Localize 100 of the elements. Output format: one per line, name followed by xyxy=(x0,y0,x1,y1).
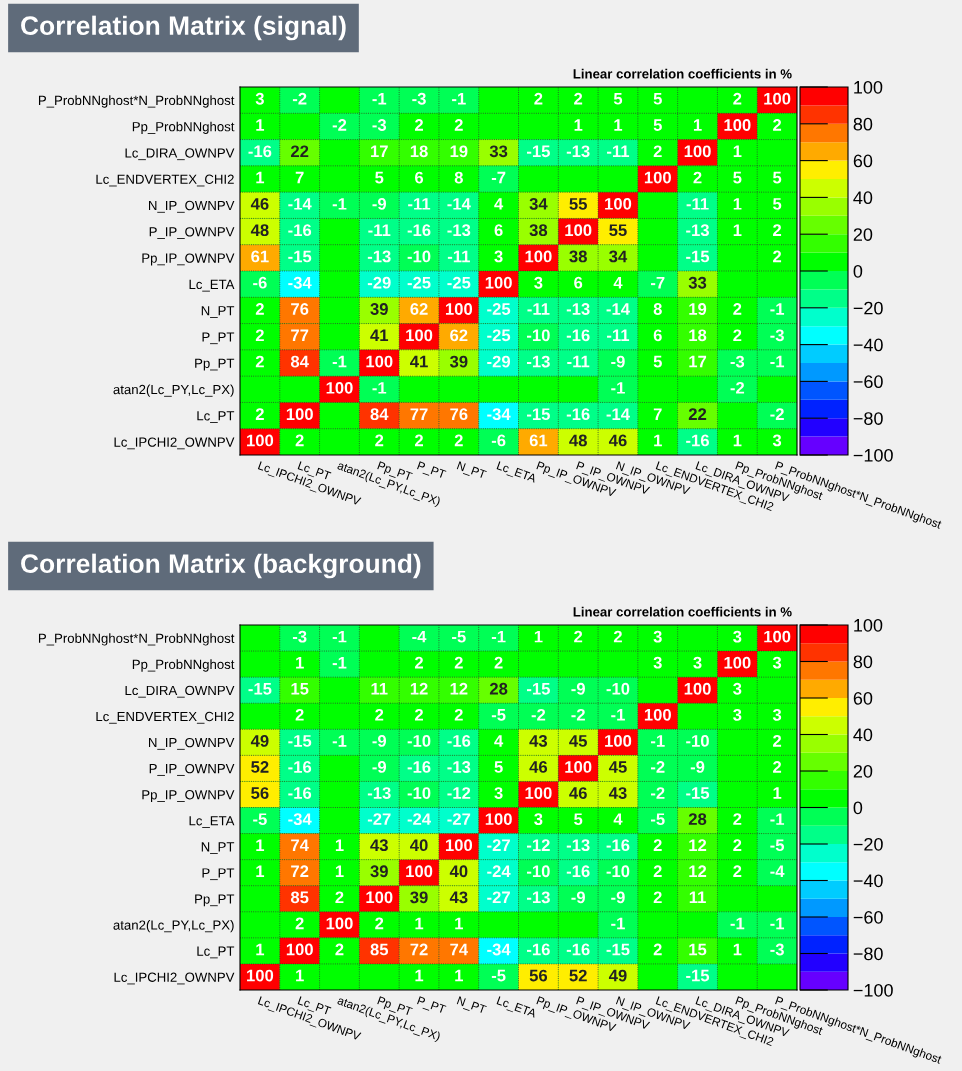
data-label: 5 xyxy=(653,119,662,131)
data-label: 61 xyxy=(251,250,269,263)
data-label: -9 xyxy=(571,891,585,904)
data-label: 62 xyxy=(450,329,468,342)
data-label: 38 xyxy=(529,224,548,237)
data-label: -5 xyxy=(491,709,506,721)
data-label: -10 xyxy=(407,787,431,799)
data-label: 100 xyxy=(724,656,751,669)
data-label: 5 xyxy=(653,92,662,105)
data-label: -9 xyxy=(611,891,625,904)
data-label: -13 xyxy=(686,224,709,237)
data-label: 2 xyxy=(255,303,264,315)
data-label: 2 xyxy=(773,734,782,747)
data-label: 43 xyxy=(529,734,548,747)
data-label: 48 xyxy=(569,434,587,447)
data-label: 7 xyxy=(653,408,662,420)
y-tick-label: N_IP_OWNPV xyxy=(149,737,235,750)
data-label: -34 xyxy=(288,813,312,826)
data-label: 2 xyxy=(414,434,423,447)
data-label: 100 xyxy=(445,303,473,315)
data-label: -1 xyxy=(452,92,466,105)
data-label: -14 xyxy=(447,198,471,210)
data-label: -25 xyxy=(487,329,511,342)
data-label: -29 xyxy=(367,276,391,289)
data-label: -16 xyxy=(288,787,312,799)
data-label: 1 xyxy=(614,119,623,131)
data-label: 2 xyxy=(733,329,742,342)
data-label: 43 xyxy=(449,891,468,904)
data-label: 3 xyxy=(534,276,543,289)
data-label: 2 xyxy=(653,865,662,877)
color-bar-label: 100 xyxy=(854,618,883,632)
data-label: -15 xyxy=(288,735,312,747)
x-tick-label: N_PT xyxy=(456,996,487,1017)
color-bar-label: −40 xyxy=(853,874,883,888)
data-label: 1 xyxy=(733,224,742,236)
data-label: 28 xyxy=(489,682,508,695)
data-label: 100 xyxy=(525,787,552,799)
data-label: 100 xyxy=(366,891,393,904)
data-label: -6 xyxy=(253,276,267,289)
data-label: 19 xyxy=(450,145,468,158)
data-label: 2 xyxy=(454,656,463,669)
data-label: -3 xyxy=(372,119,387,131)
data-label: 100 xyxy=(445,839,473,852)
data-label: 3 xyxy=(733,682,742,695)
data-label: 2 xyxy=(534,92,543,105)
data-label: -12 xyxy=(527,839,550,851)
data-label: -15 xyxy=(686,250,710,263)
data-label: -9 xyxy=(611,355,625,368)
data-label: -29 xyxy=(487,355,511,368)
data-label: -11 xyxy=(686,198,709,210)
data-label: 46 xyxy=(608,434,627,447)
data-label: 100 xyxy=(406,865,433,878)
color-bar-label: 20 xyxy=(853,228,873,241)
chart-title: Correlation Matrix (background) xyxy=(21,553,421,579)
data-label: -4 xyxy=(770,865,785,877)
data-label: 5 xyxy=(772,198,782,210)
data-label: -27 xyxy=(487,839,510,851)
data-label: 100 xyxy=(485,276,512,289)
data-label: 76 xyxy=(291,303,309,315)
y-tick-label: Lc_ETA xyxy=(189,816,235,828)
data-label: -16 xyxy=(527,943,550,956)
data-label: 100 xyxy=(684,682,711,695)
data-label: -11 xyxy=(368,224,391,236)
data-label: 56 xyxy=(529,969,548,982)
data-label: 17 xyxy=(689,355,707,368)
data-label: 46 xyxy=(250,197,269,210)
data-label: -12 xyxy=(447,787,471,799)
y-tick-label: N_PT xyxy=(201,306,235,318)
data-label: 100 xyxy=(764,630,791,643)
data-label: 1 xyxy=(534,630,543,643)
data-label: 2 xyxy=(414,656,423,669)
data-label: 5 xyxy=(613,92,623,105)
data-label: -1 xyxy=(332,355,347,368)
data-label: 5 xyxy=(653,355,662,368)
data-label: 3 xyxy=(653,630,662,643)
data-label: -3 xyxy=(730,355,745,368)
y-tick-label: Pp_ProbNNghost xyxy=(132,659,235,672)
y-tick-label: P_IP_OWNPV xyxy=(149,227,235,239)
y-tick-label: Lc_ENDVERTEX_CHI2 xyxy=(96,711,234,724)
data-label: -15 xyxy=(606,943,630,956)
data-label: -10 xyxy=(686,734,709,747)
data-label: -1 xyxy=(332,656,347,669)
data-label: 2 xyxy=(454,119,463,131)
data-label: -16 xyxy=(686,434,709,447)
data-label: 100 xyxy=(326,381,353,394)
data-label: -16 xyxy=(566,329,590,342)
data-label: 39 xyxy=(370,865,388,878)
data-label: 3 xyxy=(255,92,264,105)
data-label: 15 xyxy=(291,683,309,695)
x-tick-label: N_PT xyxy=(456,461,487,482)
y-tick-label: Lc_DIRA_OWNPV xyxy=(125,148,235,161)
data-label: 2 xyxy=(733,839,742,851)
data-label: 2 xyxy=(375,708,384,721)
data-label: -5 xyxy=(452,630,466,643)
data-label: 7 xyxy=(295,171,304,184)
data-label: 49 xyxy=(250,734,269,747)
data-label: -34 xyxy=(288,276,312,289)
data-label: 2 xyxy=(414,119,423,131)
data-label: 61 xyxy=(529,434,548,447)
data-label: -2 xyxy=(292,92,307,105)
